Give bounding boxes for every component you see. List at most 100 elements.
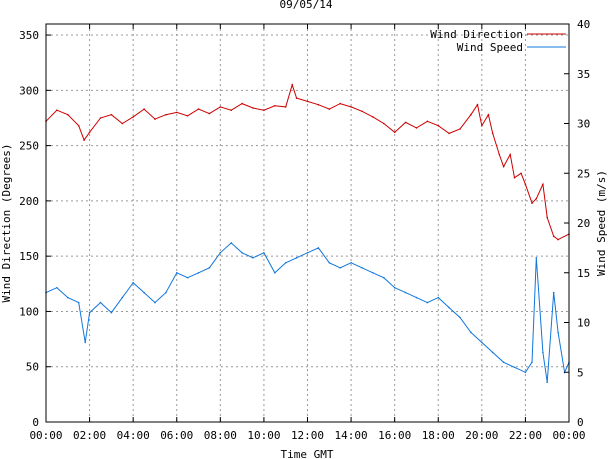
data-point bbox=[165, 291, 167, 294]
data-point bbox=[339, 102, 342, 105]
data-point bbox=[88, 131, 91, 134]
data-point bbox=[67, 113, 69, 116]
right-axis-ticks: 0 5 10 15 20 25 30 35 40 bbox=[564, 18, 590, 429]
data-point bbox=[317, 103, 320, 106]
data-point bbox=[542, 351, 544, 354]
data-point bbox=[557, 331, 559, 334]
data-point bbox=[230, 242, 232, 244]
right-tick-label: 20 bbox=[577, 217, 590, 230]
data-point bbox=[186, 115, 189, 117]
data-point bbox=[350, 106, 352, 108]
data-point bbox=[328, 108, 331, 110]
x-tick-label: 02:00 bbox=[73, 429, 106, 442]
data-point bbox=[284, 262, 287, 264]
data-point bbox=[197, 272, 200, 274]
x-tick-label: 08:00 bbox=[204, 429, 237, 442]
right-tick-label: 15 bbox=[577, 267, 590, 280]
x-tick-label: 22:00 bbox=[509, 429, 542, 442]
data-point bbox=[208, 267, 211, 269]
data-point bbox=[154, 118, 156, 120]
data-point bbox=[67, 296, 69, 299]
data-point bbox=[557, 238, 559, 241]
data-point bbox=[437, 124, 440, 127]
x-tick-label: 10:00 bbox=[247, 429, 280, 442]
data-point bbox=[291, 84, 294, 86]
data-point bbox=[306, 100, 309, 103]
left-tick-label: 300 bbox=[19, 84, 39, 97]
data-point bbox=[502, 361, 505, 364]
data-point bbox=[535, 257, 538, 259]
data-point bbox=[361, 110, 363, 113]
data-point bbox=[143, 291, 145, 294]
data-point bbox=[531, 361, 533, 364]
x-tick-label: 16:00 bbox=[378, 429, 411, 442]
data-point bbox=[552, 235, 555, 238]
data-point bbox=[339, 267, 342, 269]
data-point bbox=[491, 132, 494, 135]
data-point bbox=[404, 121, 407, 124]
x-tick-label: 00:00 bbox=[552, 429, 585, 442]
legend-label-wind-speed: Wind Speed bbox=[457, 41, 523, 54]
data-point bbox=[393, 286, 396, 289]
data-point bbox=[552, 291, 555, 294]
data-point bbox=[361, 267, 363, 269]
data-point bbox=[295, 257, 298, 259]
right-tick-label: 5 bbox=[577, 366, 584, 379]
data-point bbox=[219, 106, 222, 108]
data-point bbox=[542, 183, 544, 186]
data-point bbox=[241, 102, 243, 105]
data-point bbox=[476, 103, 479, 106]
data-point bbox=[208, 112, 211, 115]
data-point bbox=[470, 331, 472, 334]
right-tick-label: 10 bbox=[577, 317, 590, 330]
data-point bbox=[176, 272, 178, 274]
legend-label-wind-direction: Wind Direction bbox=[430, 28, 523, 41]
data-point bbox=[132, 116, 134, 118]
data-point bbox=[426, 301, 429, 304]
data-point bbox=[393, 131, 396, 134]
data-point bbox=[186, 276, 189, 279]
right-tick-label: 30 bbox=[577, 118, 590, 131]
data-point bbox=[176, 111, 178, 114]
data-point bbox=[143, 108, 145, 110]
data-point bbox=[524, 371, 527, 374]
data-point bbox=[328, 262, 331, 264]
x-axis-label: Time GMT bbox=[281, 448, 334, 459]
data-point bbox=[219, 252, 222, 254]
data-point bbox=[77, 124, 80, 127]
data-point bbox=[121, 122, 124, 125]
legend: Wind Direction Wind Speed bbox=[430, 28, 566, 54]
data-point bbox=[165, 113, 167, 116]
data-point bbox=[197, 108, 200, 110]
data-point bbox=[546, 216, 548, 219]
data-point bbox=[252, 257, 254, 259]
data-point bbox=[415, 127, 418, 129]
data-point bbox=[274, 105, 276, 107]
data-point bbox=[459, 128, 461, 130]
left-tick-label: 150 bbox=[19, 250, 39, 263]
left-axis-ticks: 0 50 100 150 200 250 300 350 bbox=[19, 29, 51, 429]
data-point bbox=[481, 341, 483, 344]
data-point bbox=[383, 122, 385, 125]
data-point bbox=[230, 109, 232, 111]
data-point bbox=[509, 153, 512, 156]
data-point bbox=[306, 252, 309, 254]
data-point bbox=[241, 252, 243, 254]
data-point bbox=[513, 176, 516, 179]
x-axis-ticks: 00:00 02:00 04:00 06:00 08:00 10:00 12:00 14:00… bbox=[29, 24, 586, 442]
data-point bbox=[383, 276, 385, 279]
data-point bbox=[498, 153, 501, 156]
data-point bbox=[317, 247, 320, 249]
left-tick-label: 50 bbox=[26, 361, 39, 374]
data-point bbox=[84, 341, 86, 344]
data-point bbox=[448, 132, 450, 135]
series-lines bbox=[45, 83, 570, 384]
data-point bbox=[470, 113, 472, 116]
data-point bbox=[154, 301, 156, 304]
data-point bbox=[77, 301, 80, 304]
data-point bbox=[535, 197, 538, 200]
data-point bbox=[520, 172, 522, 175]
data-point bbox=[437, 296, 440, 299]
data-point bbox=[524, 183, 527, 186]
data-point bbox=[531, 202, 533, 204]
